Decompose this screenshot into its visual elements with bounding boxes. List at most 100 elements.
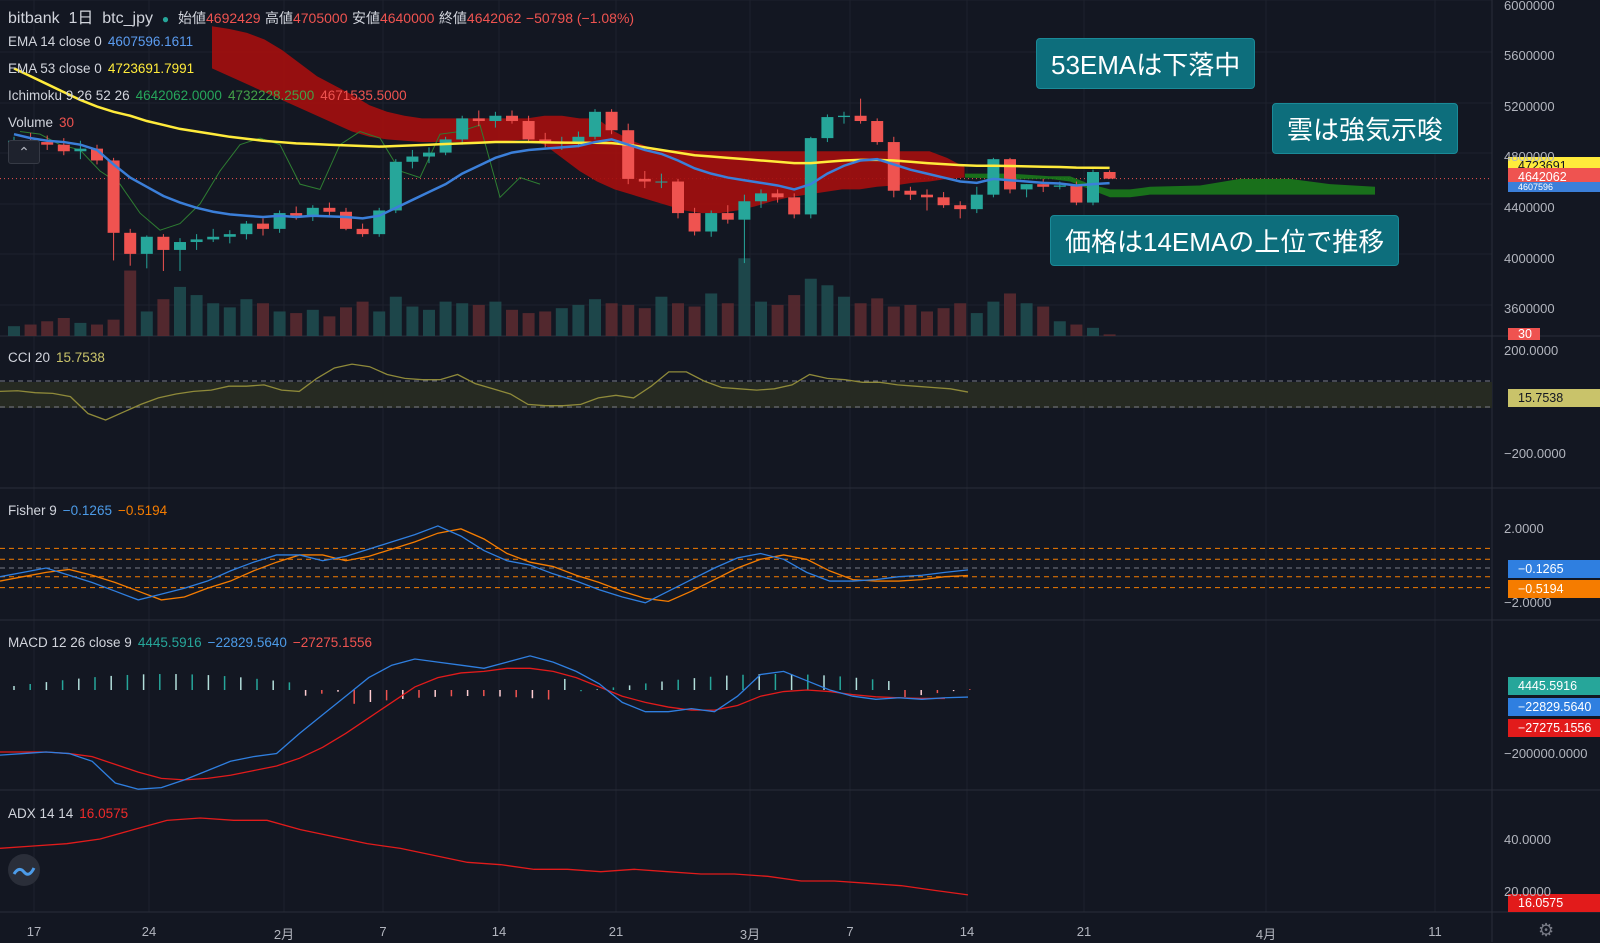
volume-bar — [788, 295, 801, 336]
legend-ema14[interactable]: EMA 14 close 0 4607596.1611 — [8, 34, 199, 49]
macd-tick: −200000.0000 — [1504, 746, 1588, 761]
volume-bar — [771, 304, 784, 336]
volume-bar — [389, 296, 402, 336]
candle-body — [638, 178, 651, 182]
legend-volume[interactable]: Volume 30 — [8, 115, 80, 130]
volume-bar — [124, 270, 137, 336]
volume-bar — [638, 308, 651, 336]
volume-bar — [74, 322, 87, 336]
volume-bar — [323, 316, 336, 336]
candle-body — [1103, 171, 1116, 179]
candle-body — [804, 138, 817, 215]
interval[interactable]: 1日 — [68, 10, 94, 27]
legend-volume-label: Volume — [8, 115, 54, 130]
x-tick: 7 — [379, 924, 387, 939]
volume-bar — [904, 304, 917, 336]
candle-body — [190, 239, 203, 243]
x-tick: 17 — [26, 924, 42, 939]
legend-fisher-v1: −0.1265 — [62, 503, 112, 518]
tag-macd3: −27275.1556 — [1508, 719, 1600, 737]
legend-macd-label: MACD 12 26 close 9 — [8, 635, 132, 650]
cci-tick: 200.0000 — [1504, 343, 1559, 358]
candle-body — [721, 213, 734, 220]
legend-ichimoku[interactable]: Ichimoku 9 26 52 26 4642062.0000 4732228.2… — [8, 88, 413, 103]
legend-macd-v2: −22829.5640 — [207, 635, 287, 650]
tag-volume: 30 — [1508, 328, 1540, 340]
x-tick: 14 — [959, 924, 975, 939]
volume-bar — [622, 304, 635, 336]
note-price[interactable]: 価格は14EMAの上位で推移 — [1050, 215, 1400, 266]
settings-gear-icon[interactable]: ⚙ — [1538, 920, 1555, 940]
volume-bar — [140, 311, 153, 336]
fisher-trigger-line — [0, 528, 969, 603]
note-cloud[interactable]: 雲は強気示唆 — [1272, 103, 1459, 154]
volume-bar — [1070, 324, 1083, 336]
status-dot-icon: ● — [161, 12, 170, 26]
candle-body — [954, 205, 967, 210]
cci-line — [0, 363, 969, 421]
legend-fisher[interactable]: Fisher 9 −0.1265 −0.5194 — [8, 503, 173, 518]
ema14-line — [13, 132, 1110, 220]
volume-bar — [1103, 334, 1116, 336]
ema53-line — [13, 67, 1110, 170]
volume-bar — [589, 299, 601, 336]
note-ema53[interactable]: 53EMAは下落中 — [1036, 38, 1256, 89]
candle-body — [921, 194, 933, 198]
legend-macd[interactable]: MACD 12 26 close 9 4445.5916 −22829.5640 −2… — [8, 635, 378, 650]
candle-body — [1004, 159, 1016, 190]
tag-cci: 15.7538 — [1508, 389, 1600, 407]
adx-tick: 40.0000 — [1504, 832, 1551, 847]
volume-bar — [41, 321, 54, 336]
legend-ema53[interactable]: EMA 53 close 0 4723691.7991 — [8, 61, 200, 76]
symbol[interactable]: btc_jpy — [102, 10, 153, 27]
candle-body — [406, 156, 419, 162]
volume-bar — [340, 307, 352, 336]
legend-macd-v3: −27275.1556 — [292, 635, 373, 650]
volume-bar — [257, 303, 269, 336]
bullish-cloud — [965, 173, 1375, 198]
macd-signal-line — [0, 667, 945, 781]
candle-body — [655, 181, 668, 183]
price-tick: 4000000 — [1504, 251, 1555, 266]
legend-ichimoku-label: Ichimoku 9 26 52 26 — [8, 88, 130, 103]
exchange-name[interactable]: bitbank — [8, 10, 60, 27]
legend-cci[interactable]: CCI 20 15.7538 — [8, 350, 111, 365]
candle-body — [240, 223, 253, 235]
x-tick: 4月 — [1255, 927, 1277, 942]
collapse-legend-button[interactable]: ⌃ — [8, 140, 40, 164]
volume-bar — [555, 308, 568, 336]
candle-body — [74, 148, 87, 152]
volume-bar — [174, 286, 186, 336]
adx-tick: 20.0000 — [1504, 884, 1551, 899]
volume-bar — [605, 303, 618, 336]
volume-bar — [705, 293, 718, 336]
legend-adx[interactable]: ADX 14 14 16.0575 — [8, 806, 134, 821]
volume-bar — [240, 299, 253, 336]
volume-bar — [854, 303, 867, 336]
volume-bar — [954, 303, 967, 336]
macd-line — [0, 655, 969, 790]
volume-bar — [1037, 306, 1050, 336]
x-tick: 21 — [1076, 924, 1092, 939]
tradingview-logo-icon[interactable] — [8, 854, 40, 886]
volume-bar — [306, 309, 319, 336]
volume-bars — [8, 258, 1116, 336]
candle-body — [41, 142, 54, 145]
candle-body — [356, 228, 369, 235]
open-value: 4692429 — [206, 10, 261, 26]
fisher-tick: −2.0000 — [1504, 595, 1552, 610]
volume-bar — [273, 311, 286, 336]
legend-adx-label: ADX 14 14 — [8, 806, 74, 821]
volume-bar — [406, 306, 419, 336]
candle-body — [672, 181, 684, 214]
volume-bar — [190, 295, 203, 336]
cci-tick: −200.0000 — [1504, 446, 1566, 461]
price-tick: 5200000 — [1504, 99, 1555, 114]
candle-body — [340, 211, 352, 229]
candle-body — [140, 236, 153, 254]
legend-cci-label: CCI 20 — [8, 350, 51, 365]
candle-body — [904, 190, 917, 195]
candle-body — [489, 115, 502, 122]
volume-bar — [970, 313, 983, 336]
